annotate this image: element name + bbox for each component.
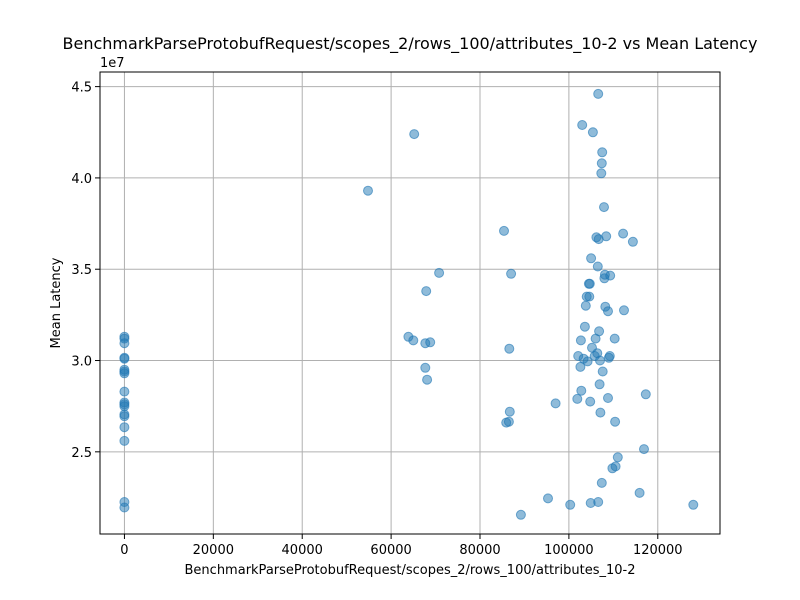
scatter-point [119, 368, 130, 379]
x-tick-label: 80000 [459, 543, 500, 558]
scatter-point [504, 343, 515, 354]
scatter-point [586, 253, 597, 264]
scatter-point [425, 337, 436, 348]
scatter-point [584, 278, 595, 289]
scatter-point [119, 353, 130, 364]
scatter-point [619, 305, 629, 316]
scatter-point [597, 147, 608, 158]
scatter-point [610, 461, 621, 472]
scatter-point [119, 422, 130, 433]
x-tick-label: 0 [120, 543, 128, 558]
scatter-point [618, 228, 629, 239]
grid-layer [100, 72, 720, 534]
scatter-point [627, 236, 638, 247]
y-tick-label: 3.0 [71, 355, 92, 370]
scatter-point [119, 435, 130, 446]
chart-title: BenchmarkParseProtobufRequest/scopes_2/r… [63, 34, 758, 54]
scatter-point [595, 355, 605, 366]
x-tick-label: 40000 [282, 543, 323, 558]
scatter-point [550, 398, 561, 409]
y-tick-label: 3.5 [71, 263, 92, 278]
y-axis-multiplier: 1e7 [100, 56, 125, 71]
scatter-point [543, 493, 553, 504]
scatter-point [572, 393, 583, 404]
y-tick-label: 4.5 [71, 81, 92, 96]
scatter-point [506, 268, 517, 279]
scatter-point [119, 401, 130, 412]
scatter-point [592, 261, 603, 272]
scatter-point [612, 452, 623, 463]
scatter-point [119, 338, 130, 349]
scatter-point [610, 416, 621, 427]
scatter-point [640, 389, 651, 400]
scatter-point [601, 231, 612, 242]
scatter-point [587, 127, 598, 138]
scatter-point [434, 267, 445, 278]
scatter-point [634, 487, 645, 498]
scatter-point [593, 497, 604, 507]
scatter-point [499, 225, 509, 236]
scatter-point [594, 379, 605, 390]
scatter-point [119, 386, 130, 397]
y-tick-label: 4.0 [71, 172, 92, 187]
scatter-point [585, 396, 596, 407]
scatter-point [575, 335, 586, 346]
scatter-point [639, 444, 649, 455]
scatter-point [596, 477, 607, 488]
scatter-point [603, 393, 613, 403]
scatter-point [565, 499, 576, 510]
scatter-point [597, 366, 608, 377]
scatter-point [504, 406, 515, 417]
scatter-point [580, 300, 591, 311]
scatter-point [603, 306, 613, 317]
scatter-point [408, 335, 419, 346]
y-axis-label: Mean Latency [49, 257, 64, 348]
scatter-point [584, 291, 595, 302]
scatter-point [409, 129, 420, 140]
scatter-point [605, 270, 616, 281]
scatter-point [363, 185, 373, 196]
x-axis-label: BenchmarkParseProtobufRequest/scopes_2/r… [185, 563, 636, 578]
ticks-layer: 0 20000 40000 60000 80000 100000 120000 2.5 3.0 3… [71, 81, 682, 558]
scatter-point [576, 385, 587, 396]
scatter-point [593, 88, 604, 99]
scatter-point [594, 326, 605, 337]
scatter-point [604, 351, 615, 361]
x-tick-label: 20000 [193, 543, 234, 558]
scatter-point [579, 321, 590, 332]
scatter-point [577, 120, 588, 130]
scatter-point [421, 286, 432, 297]
scatter-point [515, 509, 526, 520]
x-tick-label: 120000 [633, 543, 683, 558]
scatter-point [119, 411, 130, 422]
scatter-point [582, 356, 593, 367]
scatter-point [599, 202, 609, 213]
scatter-point [688, 499, 699, 510]
points-layer [119, 88, 699, 520]
scatter-point [422, 374, 433, 385]
plot-frame [99, 71, 721, 535]
x-tick-label: 60000 [370, 543, 411, 558]
scatter-point [595, 407, 606, 418]
scatter-point [596, 168, 607, 179]
y-tick-label: 2.5 [71, 446, 92, 461]
scatter-point [420, 362, 431, 373]
scatter-point [609, 333, 620, 344]
x-tick-label: 100000 [544, 543, 594, 558]
scatter-point [119, 502, 130, 513]
scatter-point [596, 158, 607, 169]
scatter-point [503, 416, 514, 427]
